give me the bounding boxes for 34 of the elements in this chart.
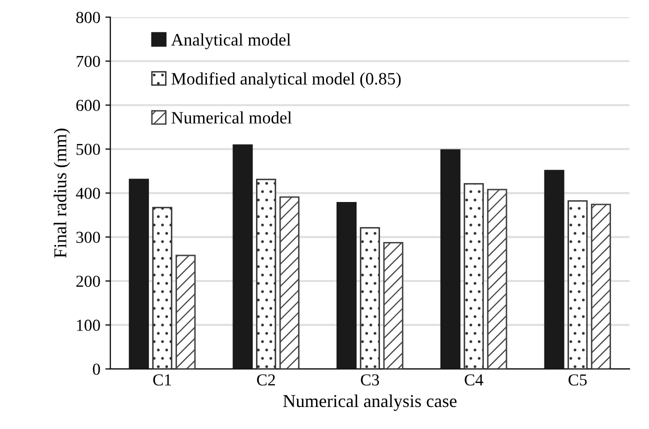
bar [256, 178, 276, 369]
x-tick-label: C2 [257, 374, 275, 386]
legend-label: Modified analytical model (0.85) [172, 72, 401, 88]
y-tick-label: 500 [76, 144, 100, 156]
y-tick-label: 800 [76, 12, 100, 24]
bar [128, 178, 149, 369]
bar [176, 254, 196, 369]
bar [232, 144, 253, 369]
bar [464, 183, 484, 369]
y-tick-label: 600 [76, 100, 100, 112]
x-axis-title: Numerical analysis case [283, 394, 457, 411]
bar [383, 242, 404, 369]
legend-label: Numerical model [172, 111, 292, 124]
bar [590, 204, 612, 369]
bar [568, 200, 588, 369]
y-tick-label: 400 [76, 188, 100, 199]
bar [544, 170, 564, 369]
y-tick-label: 700 [76, 56, 100, 68]
y-tick-label: 300 [76, 232, 100, 243]
bar [152, 206, 172, 369]
x-tick-label: C5 [568, 374, 587, 386]
x-tick-label: C4 [464, 374, 484, 386]
bar [440, 149, 460, 369]
x-tick-label: C3 [360, 374, 380, 386]
bar [360, 227, 380, 369]
bar [336, 202, 357, 369]
legend-label: Analytical model [171, 33, 291, 50]
y-tick-label: 0 [92, 364, 100, 375]
y-tick-label: 100 [77, 320, 100, 331]
bar [487, 188, 508, 369]
y-tick-label: 200 [76, 276, 100, 287]
y-axis-title: Final radius (mm) [54, 128, 70, 258]
bar [279, 196, 300, 369]
x-tick-label: C1 [153, 374, 171, 386]
